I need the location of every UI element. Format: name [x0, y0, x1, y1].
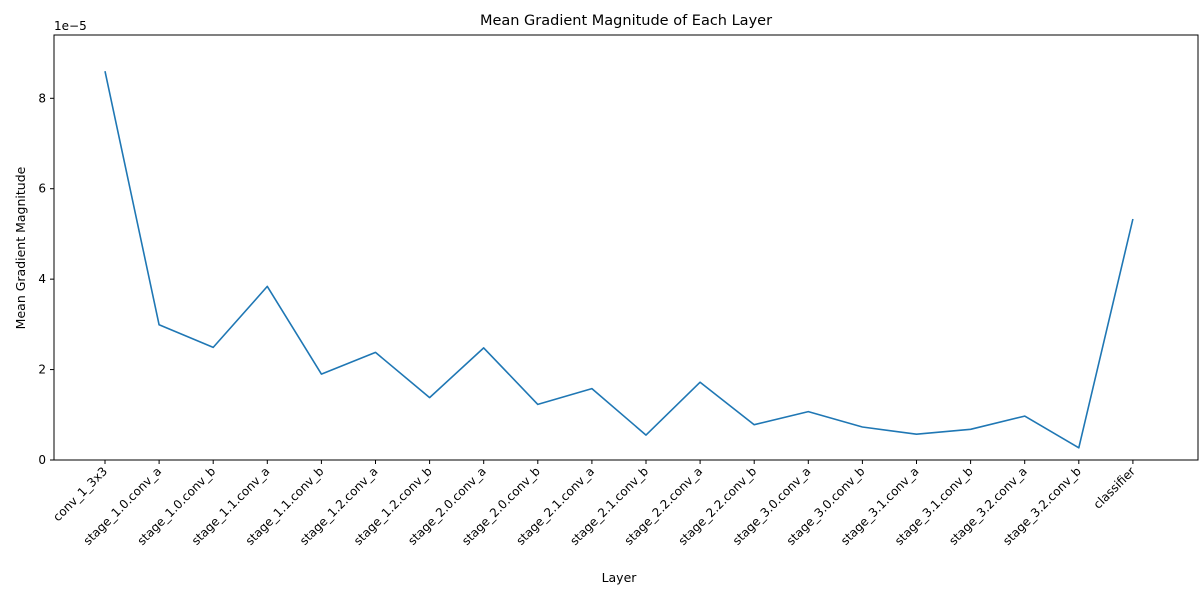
y-tick-label: 0: [38, 453, 46, 467]
x-tick-label: conv_1_3x3: [50, 464, 110, 524]
y-tick-label: 2: [38, 363, 46, 377]
x-axis-label: Layer: [602, 570, 638, 585]
y-tick-label: 6: [38, 182, 46, 196]
chart-title: Mean Gradient Magnitude of Each Layer: [480, 13, 772, 29]
y-axis-label: Mean Gradient Magnitude: [13, 166, 28, 329]
y-offset-label: 1e−5: [54, 19, 87, 33]
y-axis-ticks: 0 2 4 6 8: [38, 91, 54, 467]
y-tick-label: 8: [38, 91, 46, 105]
y-tick-label: 4: [38, 272, 46, 286]
series-line: [104, 71, 1134, 449]
x-tick-label: classifier: [1091, 464, 1138, 511]
x-axis-ticks: conv_1_3x3stage_1.0.conv_astage_1.0.conv…: [50, 460, 1138, 548]
plot-frame: [53, 34, 1199, 461]
